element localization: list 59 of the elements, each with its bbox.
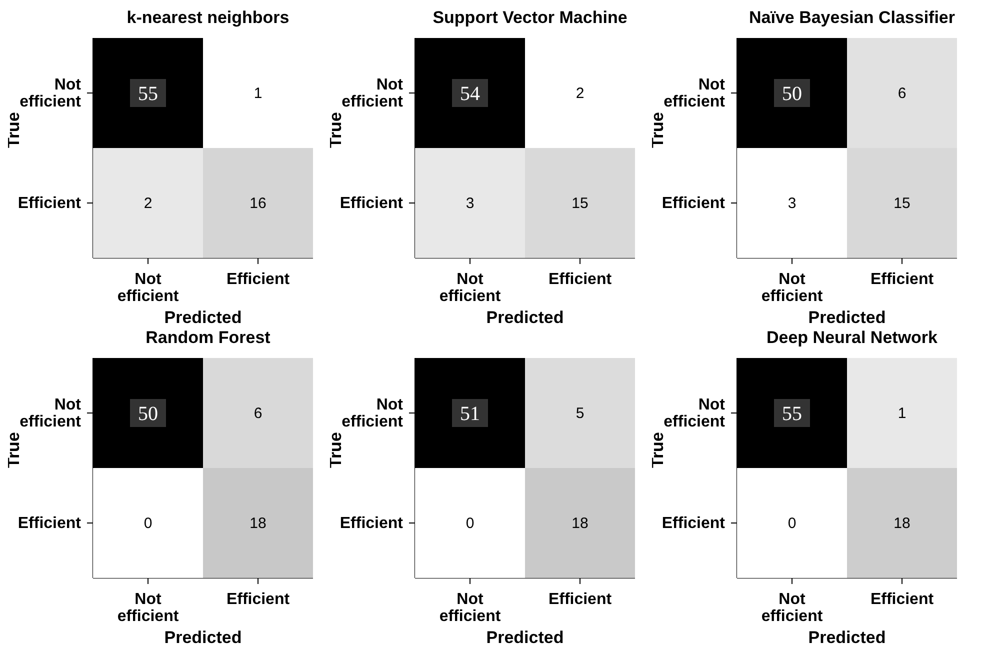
- data-label: 55: [782, 403, 802, 425]
- x-tick-label: Not efficient: [761, 271, 824, 305]
- data-label: 0: [466, 515, 474, 532]
- data-label: 1: [898, 405, 906, 422]
- x-tick-label: Not efficient: [117, 591, 180, 625]
- x-axis-title: Predicted: [486, 308, 564, 327]
- x-axis-title: Predicted: [164, 628, 242, 647]
- data-label: 50: [138, 403, 158, 425]
- data-label: 3: [466, 195, 474, 212]
- x-tick-label: Efficient: [870, 271, 934, 288]
- data-label: 2: [144, 195, 152, 212]
- x-tick-label: Not efficient: [761, 591, 824, 625]
- y-tick-label: Efficient: [662, 515, 726, 532]
- y-tick-label: Not efficient: [342, 396, 404, 430]
- data-label: 16: [250, 195, 266, 212]
- x-tick-label: Efficient: [226, 271, 290, 288]
- x-tick-label: Efficient: [226, 591, 290, 608]
- data-label: 5: [576, 405, 584, 422]
- y-tick-label: Efficient: [18, 195, 82, 212]
- data-label: 6: [254, 405, 262, 422]
- y-tick-label: Not efficient: [20, 76, 82, 110]
- data-label: 1: [254, 85, 262, 102]
- data-label: 15: [894, 195, 910, 212]
- chart-title: Deep Neural Network: [766, 328, 938, 349]
- chart-title: Support Vector Machine: [432, 8, 628, 29]
- x-tick-label: Efficient: [870, 591, 934, 608]
- y-tick-label: Efficient: [18, 515, 82, 532]
- x-tick-label: Not efficient: [439, 271, 502, 305]
- data-label: 3: [788, 195, 796, 212]
- chart-title: k-nearest neighbors: [126, 8, 290, 29]
- data-label: 6: [898, 85, 906, 102]
- chart-title: Naïve Bayesian Classifier: [748, 8, 956, 29]
- x-tick-label: Not efficient: [439, 591, 502, 625]
- data-label: 54: [460, 83, 480, 105]
- data-label: 0: [144, 515, 152, 532]
- y-tick-label: Not efficient: [342, 76, 404, 110]
- data-label: 15: [572, 195, 588, 212]
- chart-title: Random Forest: [144, 328, 272, 349]
- data-label: 18: [894, 515, 910, 532]
- y-tick-label: Efficient: [340, 515, 404, 532]
- x-tick-label: Efficient: [548, 591, 612, 608]
- y-tick-label: Not efficient: [664, 396, 726, 430]
- data-label: 51: [460, 403, 480, 425]
- x-tick-label: Not efficient: [117, 271, 180, 305]
- x-axis-title: Predicted: [808, 628, 886, 647]
- data-label: 18: [250, 515, 266, 532]
- data-label: 55: [138, 83, 158, 105]
- data-label: 18: [572, 515, 588, 532]
- x-axis-title: Predicted: [486, 628, 564, 647]
- x-axis-title: Predicted: [164, 308, 242, 327]
- x-tick-label: Efficient: [548, 271, 612, 288]
- data-label: 50: [782, 83, 802, 105]
- y-tick-label: Not efficient: [20, 396, 82, 430]
- y-tick-label: Efficient: [662, 195, 726, 212]
- y-tick-label: Not efficient: [664, 76, 726, 110]
- y-tick-label: Efficient: [340, 195, 404, 212]
- x-axis-title: Predicted: [808, 308, 886, 327]
- data-label: 2: [576, 85, 584, 102]
- data-label: 0: [788, 515, 796, 532]
